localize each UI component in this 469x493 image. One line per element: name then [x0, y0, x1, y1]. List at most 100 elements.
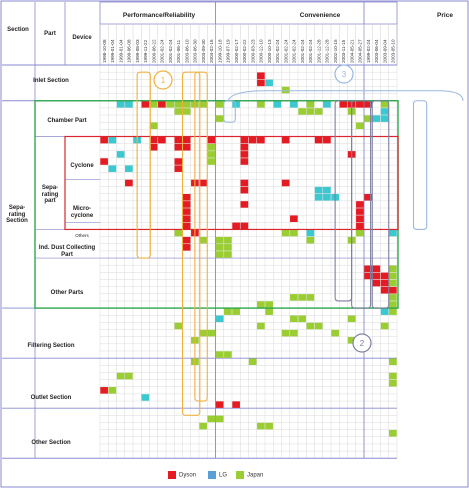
- date-tick-label: 2003-06-10: [184, 39, 189, 63]
- cell-japan: [207, 143, 216, 151]
- part-chamber: Chamber Part: [47, 118, 87, 124]
- cell-japan: [298, 108, 306, 115]
- cell-japan: [290, 294, 298, 301]
- date-tick-label: 2003-09-30: [201, 39, 206, 63]
- date-tick-label: 2004-05-21: [349, 39, 354, 63]
- cell-lg: [380, 115, 389, 122]
- cell-lg: [215, 315, 224, 323]
- cell-japan: [248, 358, 257, 365]
- cell-lg: [125, 165, 133, 172]
- date-tick-label: 2001-02-24: [168, 39, 173, 63]
- date-tick-label: 2002-10-15: [333, 39, 338, 63]
- separating-part-highlight: [64, 135, 399, 231]
- cell-dyson: [100, 158, 108, 165]
- cell-japan: [166, 101, 174, 108]
- header-section: Section: [7, 27, 29, 33]
- date-tick-label: 2000-10-13: [267, 39, 272, 63]
- cell-japan: [149, 101, 158, 108]
- cell-dyson: [248, 136, 257, 144]
- annot3-bracket: [227, 90, 464, 102]
- device-others: Others: [75, 233, 89, 238]
- cell-japan: [182, 108, 191, 115]
- legend-lg-swatch: [208, 471, 216, 479]
- date-tick-label: 2001-02-24: [160, 39, 165, 63]
- cell-japan: [199, 236, 207, 244]
- section-filtering: Filtering Section: [27, 343, 75, 349]
- cell-dyson: [215, 401, 224, 408]
- cell-dyson: [356, 215, 364, 222]
- cell-lg: [108, 165, 117, 172]
- section-outlet: Outlet Section: [30, 395, 72, 401]
- date-tick-label: 2001-02-24: [300, 39, 305, 63]
- cell-dyson: [314, 136, 323, 144]
- annot2-circle-label: 2: [360, 339, 365, 348]
- cell-japan: [215, 251, 224, 258]
- annot1-box-a: [136, 71, 151, 259]
- part-ind-dust: Ind. Dust Collecting Part: [38, 245, 96, 258]
- cell-dyson: [182, 208, 191, 215]
- cell-lg: [323, 186, 331, 194]
- cell-japan: [290, 229, 298, 237]
- cell-dyson: [380, 272, 389, 280]
- legend-japan-swatch: [236, 471, 244, 479]
- cell-japan: [290, 329, 298, 337]
- legend-lg-label: LG: [219, 472, 228, 479]
- cell-japan: [174, 229, 183, 237]
- cell-japan: [306, 108, 315, 115]
- cell-japan: [298, 315, 306, 323]
- cell-japan: [298, 294, 306, 301]
- annot1-circle-label: 1: [161, 76, 166, 85]
- annot1-box-b: [181, 71, 201, 416]
- cell-japan: [265, 422, 273, 430]
- date-tick-label: 2001-02-24: [308, 39, 313, 63]
- group-price: Price: [437, 12, 453, 19]
- cell-dyson: [364, 101, 372, 108]
- cell-japan: [380, 101, 389, 108]
- cell-lg: [380, 308, 389, 315]
- header-device: Device: [72, 35, 92, 41]
- cell-japan: [215, 115, 224, 122]
- section-inlet: Inlet Section: [33, 78, 69, 84]
- cell-japan: [389, 372, 397, 380]
- cell-dyson: [149, 136, 158, 144]
- date-tick-label: 2001-02-24: [292, 39, 297, 63]
- date-tick-label: 2003-09-04: [382, 39, 387, 63]
- cell-japan: [182, 101, 191, 108]
- date-tick-label: 2000-03-23: [250, 39, 255, 63]
- part-separating: Sepa-rating part: [41, 185, 59, 205]
- annot2-box-b: [351, 100, 372, 309]
- cell-lg: [380, 108, 389, 115]
- date-tick-label: 2000-06-22: [151, 39, 156, 63]
- cell-japan: [207, 415, 216, 423]
- cell-dyson: [182, 201, 191, 208]
- cell-japan: [389, 272, 397, 280]
- cell-dyson: [339, 101, 348, 108]
- cell-dyson: [240, 158, 249, 165]
- cell-japan: [265, 301, 273, 308]
- cell-dyson: [240, 143, 249, 151]
- date-tick-label: 2001-12-28: [316, 39, 321, 63]
- date-tick-label: 2003-06-30: [193, 39, 198, 63]
- cell-dyson: [257, 136, 265, 144]
- date-tick-label: 2001-06-11: [176, 39, 181, 63]
- annot3-box-b: [412, 100, 428, 230]
- date-tick-label: 1999-06-08: [127, 39, 132, 63]
- cell-japan: [331, 329, 339, 337]
- cell-japan: [389, 265, 397, 273]
- cell-japan: [257, 322, 265, 330]
- annot3-box-a: [223, 100, 236, 123]
- annot2-box-c: [371, 100, 390, 309]
- device-cyclone: Cyclone: [70, 163, 94, 169]
- cell-japan: [347, 315, 356, 323]
- annot1-circle: [153, 70, 173, 90]
- cell-dyson: [257, 79, 265, 87]
- date-tick-label: 1999-10-18: [217, 39, 222, 63]
- cell-lg: [290, 101, 298, 108]
- cell-japan: [125, 372, 133, 380]
- cell-dyson: [240, 136, 249, 144]
- cell-japan: [389, 429, 397, 437]
- cell-lg: [141, 394, 150, 401]
- cell-japan: [257, 422, 265, 430]
- cell-japan: [232, 308, 240, 315]
